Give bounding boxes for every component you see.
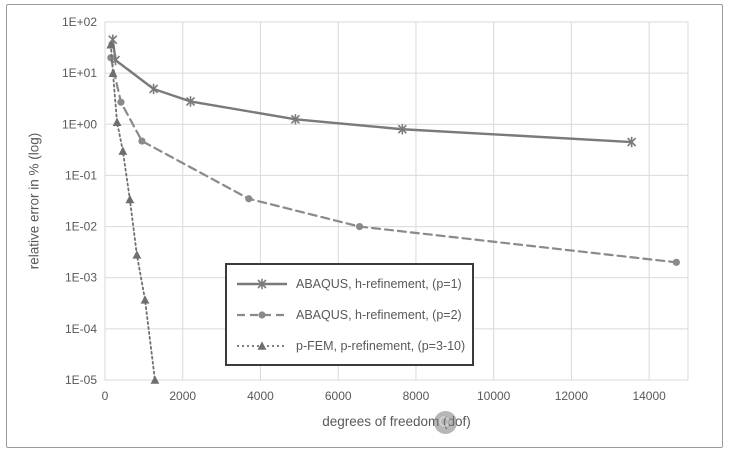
star-marker	[397, 124, 407, 135]
legend-label: ABAQUS, h-refinement, (p=2)	[296, 307, 462, 322]
solid-star-line-icon	[237, 278, 287, 289]
y-tick-label: 1E-01	[65, 168, 97, 182]
dotted-triangle-line-icon	[237, 340, 287, 350]
triangle-marker	[112, 117, 122, 126]
legend-label: ABAQUS, h-refinement, (p=1)	[296, 276, 462, 291]
circle-marker	[258, 310, 266, 319]
x-tick-label: 2000	[169, 389, 196, 403]
circle-marker	[672, 258, 680, 266]
triangle-marker	[125, 194, 135, 204]
x-tick-label: 0	[102, 389, 109, 403]
y-tick-label: 1E-04	[65, 322, 97, 336]
y-tick-label: 1E+00	[62, 117, 97, 131]
legend-item-p1: ABAQUS, h-refinement, (p=1)	[235, 276, 464, 292]
x-tick-label: 12000	[555, 389, 589, 403]
figure-border	[6, 4, 723, 448]
triangle-marker	[118, 146, 128, 155]
legend-item-pfem: p-FEM, p-refinement, (p=3-10)	[235, 338, 466, 354]
watermark-circle-badge-icon	[434, 411, 457, 434]
y-tick-label: 1E+02	[62, 15, 97, 29]
circle-marker	[355, 222, 364, 231]
star-marker	[627, 136, 637, 148]
plot-border	[104, 21, 689, 381]
x-axis-title: degrees of freedom (dof)	[322, 414, 471, 429]
legend-item-p2: ABAQUS, h-refinement, (p=2)	[235, 307, 464, 323]
triangle-marker	[140, 295, 150, 304]
star-marker	[257, 278, 267, 289]
star-marker	[149, 83, 159, 95]
triangle-marker	[108, 68, 118, 77]
triangle-marker	[132, 250, 142, 259]
x-tick-label: 4000	[247, 389, 274, 403]
y-tick-label: 1E-02	[65, 220, 97, 234]
y-axis-title: relative error in % (log)	[26, 132, 42, 270]
series-line-circle	[109, 56, 678, 264]
triangle-marker	[106, 40, 116, 49]
chart-legend: ABAQUS, h-refinement, (p=1) ABAQUS, h-re…	[225, 263, 474, 366]
star-marker	[290, 114, 301, 125]
legend-label: p-FEM, p-refinement, (p=3-10)	[296, 338, 466, 353]
y-tick-label: 1E-05	[65, 373, 97, 387]
star-marker	[185, 96, 196, 107]
circle-marker	[245, 195, 253, 203]
triangle-marker	[150, 375, 160, 384]
series-line-triangle	[109, 43, 156, 381]
circle-marker	[117, 98, 125, 106]
x-tick-label: 8000	[403, 389, 430, 403]
y-tick-label: 1E-03	[65, 271, 97, 285]
triangle-marker	[257, 340, 267, 350]
x-tick-label: 14000	[632, 389, 666, 403]
x-tick-label: 6000	[325, 389, 352, 403]
dashed-circle-line-icon	[237, 310, 287, 319]
y-tick-label: 1E+01	[62, 66, 97, 80]
x-tick-label: 10000	[477, 389, 511, 403]
series-line-star	[111, 38, 633, 144]
circle-marker	[138, 137, 146, 145]
